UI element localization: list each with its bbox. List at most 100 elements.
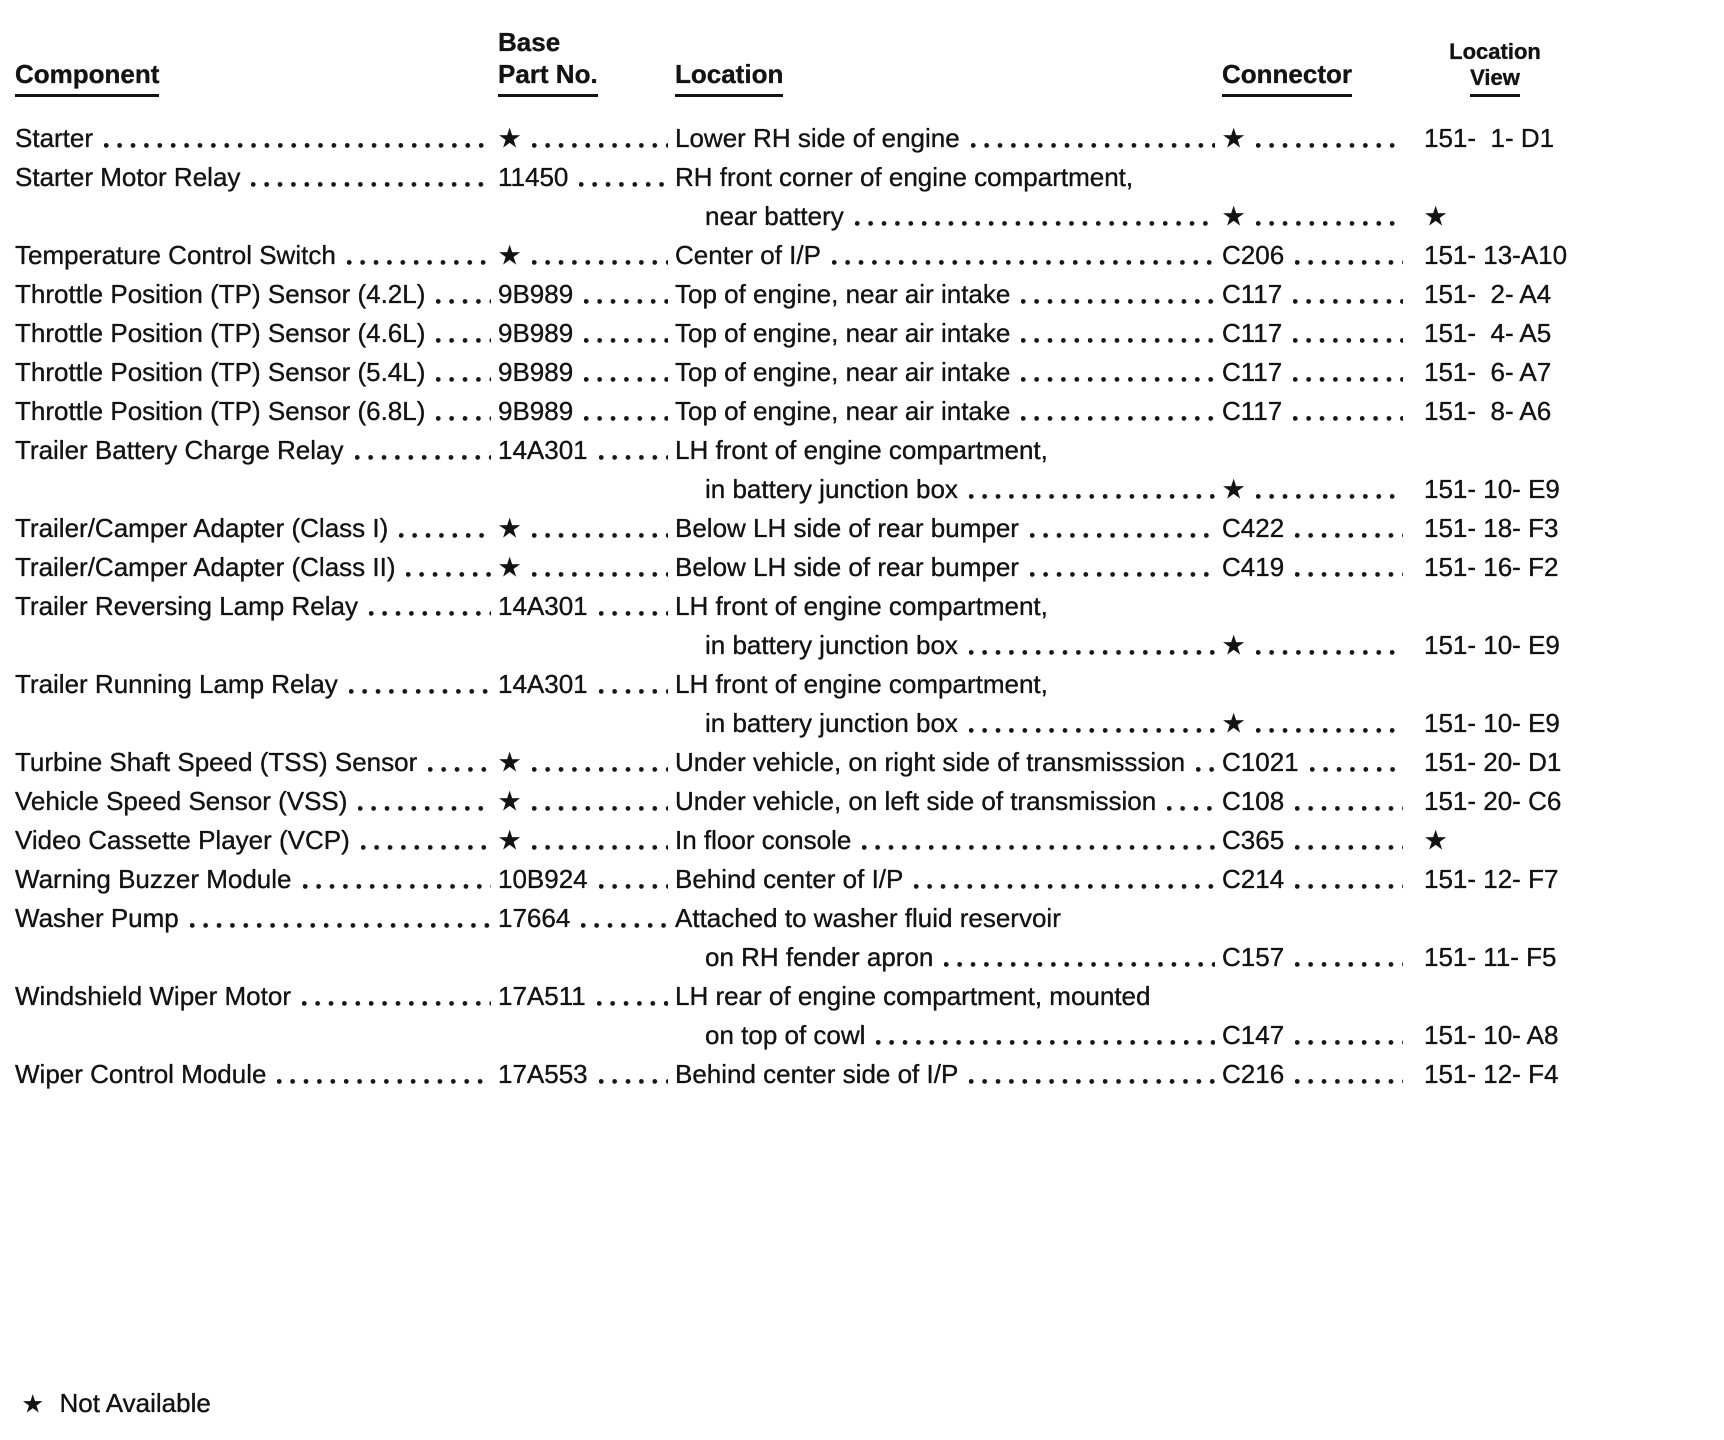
dot-leader [1282, 392, 1410, 431]
component-cell-text: Turbine Shaft Speed (TSS) Sensor [15, 747, 418, 777]
location-cell-text: LH front of engine compartment, [675, 669, 1048, 699]
location-view-cell-text: ★ [1424, 825, 1448, 855]
table-row: Starter Motor Relay 11450 RH front corner … [15, 158, 1724, 197]
part-no-cell: 17A553 [498, 1055, 675, 1094]
component-cell: Trailer/Camper Adapter (Class I) [15, 509, 498, 548]
dot-leader [588, 665, 675, 704]
dot-leader [1245, 626, 1410, 665]
table-row-continuation: in battery junction box ★ 151- 10- E9 [15, 470, 1724, 509]
part-no-cell: 9B989 [498, 314, 675, 353]
location-cell: Center of I/P [675, 236, 1222, 275]
dot-leader [1282, 275, 1410, 314]
part-no-cell: ★ [498, 821, 675, 860]
location-view-cell: 151- 1- D1 [1410, 119, 1570, 158]
part-no-cell-text: 17A511 [498, 981, 586, 1011]
part-no-cell-text: ★ [498, 825, 522, 855]
location-cell: LH front of engine compartment, [675, 587, 1222, 626]
table-row: Starter ★ Lower RH side of engine ★ 151- 1- … [15, 119, 1724, 158]
connector-cell-text: C1021 [1222, 747, 1299, 777]
location-view-cell: 151- 20- C6 [1410, 782, 1570, 821]
connector-cell: C147 [1222, 1016, 1410, 1055]
dot-leader [1299, 743, 1410, 782]
location-view-cell [1410, 587, 1570, 626]
component-cell-text: Throttle Position (TP) Sensor (4.2L) [15, 279, 426, 309]
part-no-cell: 14A301 [498, 665, 675, 704]
dot-leader [521, 782, 675, 821]
part-no-cell-text: 10B924 [498, 864, 588, 894]
location-cell: Top of engine, near air intake [675, 314, 1222, 353]
part-no-cell: ★ [498, 236, 675, 275]
part-no-cell: 9B989 [498, 353, 675, 392]
location-cell: on RH fender apron [675, 938, 1222, 977]
dot-leader [1245, 197, 1410, 236]
dot-leader [1284, 821, 1410, 860]
dot-leader [1282, 353, 1410, 392]
location-view-cell-text: 151- 10- E9 [1424, 708, 1560, 738]
dot-leader [1245, 704, 1410, 743]
component-cell: Trailer Running Lamp Relay [15, 665, 498, 704]
component-cell: Video Cassette Player (VCP) [15, 821, 498, 860]
location-cell: Behind center side of I/P [675, 1055, 1222, 1094]
location-cell-text: in battery junction box [705, 708, 958, 738]
component-cell: Windshield Wiper Motor [15, 977, 498, 1016]
location-view-cell: 151- 6- A7 [1410, 353, 1570, 392]
part-no-cell-text: 9B989 [498, 357, 574, 387]
connector-cell-text: ★ [1222, 708, 1246, 738]
table-row: Video Cassette Player (VCP) ★ In floor con… [15, 821, 1724, 860]
connector-cell-text: C419 [1222, 552, 1285, 582]
part-no-cell-text: 14A301 [498, 669, 588, 699]
dot-leader [1019, 548, 1222, 587]
component-cell: Turbine Shaft Speed (TSS) Sensor [15, 743, 498, 782]
part-no-cell-text: ★ [498, 786, 522, 816]
dot-leader [344, 431, 499, 470]
dot-leader [865, 1016, 1222, 1055]
dot-leader [1156, 782, 1222, 821]
part-no-cell-text: 11450 [498, 162, 569, 192]
connector-cell: ★ [1222, 704, 1410, 743]
component-cell: Wiper Control Module [15, 1055, 498, 1094]
connector-cell: C117 [1222, 275, 1410, 314]
location-view-cell [1410, 665, 1570, 704]
dot-leader [573, 275, 675, 314]
location-cell: Lower RH side of engine [675, 119, 1222, 158]
dot-leader [1284, 938, 1410, 977]
location-cell-text: Top of engine, near air intake [675, 357, 1011, 387]
location-cell: LH front of engine compartment, [675, 431, 1222, 470]
location-view-cell-text: 151- 11- F5 [1424, 942, 1557, 972]
connector-cell [1222, 158, 1410, 197]
location-cell: Below LH side of rear bumper [675, 548, 1222, 587]
location-view-cell: ★ [1410, 821, 1570, 860]
table-row: Washer Pump 17664 Attached to washer fluid… [15, 899, 1724, 938]
col-header-location: Location [675, 58, 1222, 97]
part-no-cell: ★ [498, 782, 675, 821]
location-view-cell: 151- 8- A6 [1410, 392, 1570, 431]
dot-leader [1010, 275, 1222, 314]
location-view-cell-text: 151- 12- F7 [1424, 864, 1559, 894]
connector-header-label: Connector [1222, 58, 1352, 97]
component-cell [15, 1016, 498, 1055]
table-row: Temperature Control Switch ★ Center of I/P… [15, 236, 1724, 275]
dot-leader [358, 587, 498, 626]
location-cell-text: Top of engine, near air intake [675, 279, 1011, 309]
component-cell-text: Trailer Battery Charge Relay [15, 435, 344, 465]
location-view-cell: 151- 2- A4 [1410, 275, 1570, 314]
location-view-cell-text: 151- 4- A5 [1424, 318, 1552, 348]
connector-cell [1222, 665, 1410, 704]
connector-cell: ★ [1222, 470, 1410, 509]
part-no-cell-text: ★ [498, 747, 522, 777]
dot-leader [1284, 1055, 1410, 1094]
component-cell: Trailer Reversing Lamp Relay [15, 587, 498, 626]
component-cell: Temperature Control Switch [15, 236, 498, 275]
component-cell-text: Washer Pump [15, 903, 179, 933]
dot-leader [821, 236, 1222, 275]
table-row-continuation: near battery ★ ★ [15, 197, 1724, 236]
location-header-label: Location [675, 58, 784, 97]
connector-cell-text: C365 [1222, 825, 1285, 855]
dot-leader [1284, 509, 1410, 548]
table-row: Throttle Position (TP) Sensor (6.8L) 9B98… [15, 392, 1724, 431]
table-row: Throttle Position (TP) Sensor (4.2L) 9B98… [15, 275, 1724, 314]
dot-leader [1245, 470, 1410, 509]
connector-cell: C216 [1222, 1055, 1410, 1094]
connector-cell-text: ★ [1222, 630, 1246, 660]
